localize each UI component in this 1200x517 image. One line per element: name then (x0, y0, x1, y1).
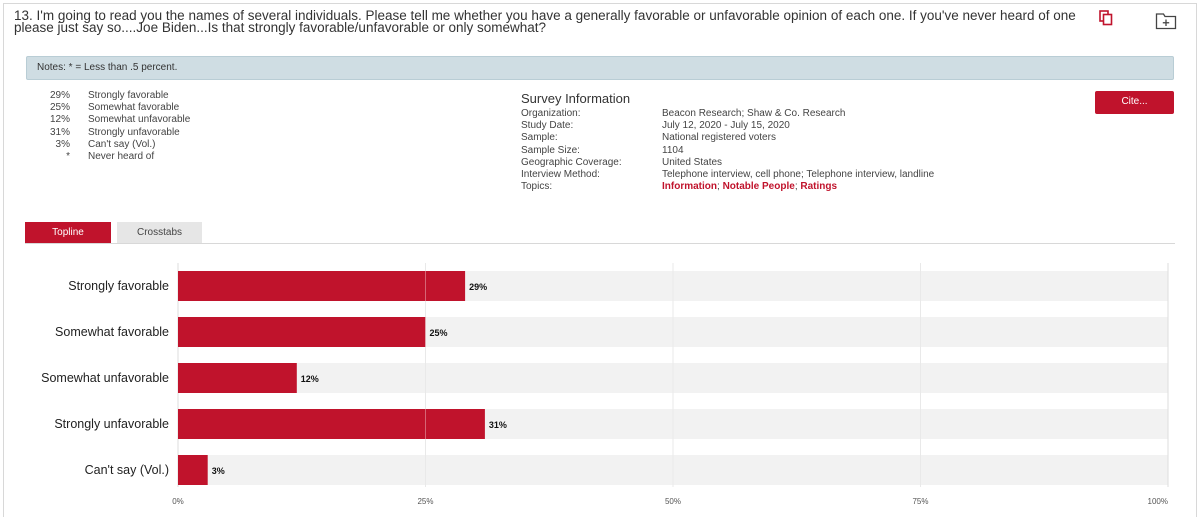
info-label: Study Date: (521, 120, 574, 132)
topic-separator: ; (794, 181, 801, 193)
info-row-method: Interview Method: Telephone interview, c… (521, 169, 934, 181)
data-label: 31% (489, 420, 507, 430)
info-value: 1104 (662, 144, 684, 156)
response-label: Somewhat favorable (88, 102, 180, 114)
tab-crosstabs[interactable]: Crosstabs (117, 222, 202, 244)
bar (178, 409, 485, 439)
response-label: Never heard of (88, 151, 155, 163)
tick-label: 25% (417, 497, 433, 506)
category-label: Somewhat favorable (55, 325, 169, 339)
response-percent: 3% (55, 138, 70, 150)
cite-button[interactable]: Cite... (1095, 91, 1174, 114)
notes-bar: Notes: * = Less than .5 percent. (26, 56, 1174, 80)
tick-label: 100% (1148, 497, 1168, 506)
response-row: 12% Somewhat unfavorable (40, 114, 190, 126)
tick-label: 50% (665, 497, 681, 506)
folder-add-icon[interactable] (1155, 12, 1177, 30)
topic-link-ratings[interactable]: Ratings (800, 181, 838, 193)
response-list: 29% Strongly favorable 25% Somewhat favo… (40, 90, 190, 163)
info-row-sample: Sample: National registered voters (521, 132, 934, 144)
response-row: * Never heard of (40, 151, 190, 163)
data-label: 12% (301, 374, 319, 384)
response-label: Strongly unfavorable (88, 126, 180, 138)
data-label: 29% (469, 282, 487, 292)
info-row-study-date: Study Date: July 12, 2020 - July 15, 202… (521, 120, 934, 132)
info-label: Interview Method: (521, 169, 600, 181)
tab-divider (25, 243, 1175, 244)
info-label: Organization: (521, 108, 581, 119)
data-label: 3% (212, 466, 225, 476)
tick-label: 0% (172, 497, 184, 506)
response-percent: 29% (49, 90, 70, 101)
bar (178, 317, 426, 347)
category-label: Somewhat unfavorable (41, 371, 169, 385)
response-row: 25% Somewhat favorable (40, 102, 190, 114)
bar (178, 271, 466, 301)
survey-info-title: Survey Information (521, 91, 631, 106)
bar (178, 363, 297, 393)
bar (178, 455, 208, 485)
info-label: Sample Size: (521, 144, 580, 156)
response-percent: 12% (49, 114, 70, 126)
response-percent: * (66, 151, 70, 163)
topics-list: Information; Notable People; Ratings (662, 181, 837, 193)
response-percent: 25% (49, 102, 70, 114)
info-value: Beacon Research; Shaw & Co. Research (662, 108, 846, 119)
category-label: Can't say (Vol.) (85, 463, 169, 477)
response-label: Strongly favorable (88, 90, 169, 101)
tick-label: 75% (912, 497, 928, 506)
topic-link-information[interactable]: Information (662, 181, 717, 193)
topic-separator: ; (717, 181, 723, 193)
info-row-topics: Topics: Information; Notable People; Rat… (521, 181, 934, 193)
tab-topline[interactable]: Topline (25, 222, 111, 244)
info-value: National registered voters (662, 132, 776, 144)
info-value: July 12, 2020 - July 15, 2020 (662, 120, 790, 132)
info-value: United States (662, 156, 723, 168)
info-row-coverage: Geographic Coverage: United States (521, 157, 934, 169)
category-label: Strongly unfavorable (54, 417, 169, 431)
response-row: 3% Can't say (Vol.) (40, 139, 190, 151)
response-percent: 31% (49, 126, 70, 138)
response-row: 31% Strongly unfavorable (40, 127, 190, 139)
survey-information: Survey Information Organization: Beacon … (521, 91, 934, 193)
info-value: Telephone interview, cell phone; Telepho… (662, 169, 935, 181)
info-row-organization: Organization: Beacon Research; Shaw & Co… (521, 108, 934, 120)
copy-icon[interactable] (1099, 10, 1113, 26)
topic-link-notable-people[interactable]: Notable People (722, 181, 795, 193)
info-row-sample-size: Sample Size: 1104 (521, 145, 934, 157)
info-label: Geographic Coverage: (521, 156, 622, 168)
info-label: Topics: (521, 181, 553, 193)
response-label: Somewhat unfavorable (88, 114, 191, 126)
question-text: 13. I'm going to read you the names of s… (14, 8, 1076, 35)
info-label: Sample: (521, 132, 558, 144)
category-label: Strongly favorable (68, 279, 169, 293)
topline-bar-chart: Strongly favorable 29% Somewhat favorable 2… (41, 263, 1169, 506)
question-panel (3, 3, 1197, 517)
data-label: 25% (430, 328, 448, 338)
response-row: 29% Strongly favorable (40, 90, 190, 102)
response-label: Can't say (Vol.) (88, 138, 156, 150)
